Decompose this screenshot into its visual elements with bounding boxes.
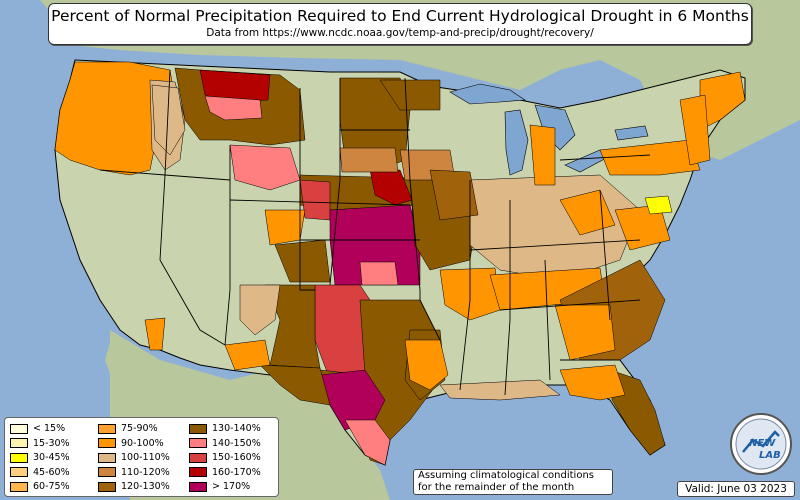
oklahoma-pink: [359, 261, 399, 286]
legend-label: 150-160%: [212, 452, 261, 463]
legend-swatch: [189, 452, 207, 463]
midwest-orange-1: [529, 124, 556, 186]
wyoming-pink: [229, 144, 301, 191]
arizona-orange: [224, 339, 271, 371]
colorado-orange: [264, 209, 306, 246]
state-borders: [99, 69, 651, 396]
california-orange: [144, 317, 166, 351]
virginia-orange: [614, 204, 671, 251]
legend-label: 30-45%: [33, 452, 70, 463]
legend-label: 90-100%: [121, 437, 164, 449]
louisiana-orange: [404, 339, 449, 391]
lake-ontario: [614, 125, 649, 141]
note-line-1: Assuming climatological conditions: [418, 470, 594, 481]
legend-item: 140-150%: [189, 437, 261, 450]
legend: < 15% 15-30% 30-45% 45-60% 60-75% 75-90% 90-10…: [4, 417, 279, 497]
legend-label: 15-30%: [33, 437, 70, 449]
legend-swatch: [189, 423, 207, 434]
newlab-logo: NEW LAB: [730, 413, 792, 475]
legend-item: > 170%: [189, 480, 250, 493]
legend-label: > 170%: [212, 481, 251, 492]
georgia-orange: [554, 304, 616, 361]
legend-swatch: [98, 467, 116, 477]
legend-label: 75-90%: [121, 423, 158, 434]
legend-label: 130-140%: [212, 423, 261, 434]
wisconsin-brown: [429, 169, 479, 221]
lake-superior: [449, 83, 526, 105]
legend-item: 90-100%: [98, 437, 164, 450]
newmexico-brown: [264, 284, 321, 369]
texas-south-pink: [344, 419, 391, 466]
legend-swatch: [98, 452, 116, 463]
legend-swatch: [10, 452, 28, 463]
arizona-tan: [239, 284, 281, 336]
legend-label: 160-170%: [212, 466, 261, 478]
legend-swatch: [189, 481, 207, 492]
legend-item: 150-160%: [189, 451, 261, 464]
map-subtitle: Data from https://www.ncdc.noaa.gov/temp…: [206, 27, 594, 39]
legend-swatch: [10, 481, 28, 492]
lake-michigan: [504, 109, 529, 176]
title-box: Percent of Normal Precipitation Required…: [48, 3, 752, 45]
montana-pink: [204, 95, 263, 121]
northeast-orange: [599, 139, 701, 176]
map-title: Percent of Normal Precipitation Required…: [51, 7, 749, 25]
maryland-yellow: [644, 195, 673, 215]
legend-label: 120-130%: [121, 481, 170, 492]
legend-swatch: [10, 423, 28, 434]
nyc-orange: [679, 94, 711, 166]
legend-swatch: [189, 467, 207, 477]
legend-item: 120-130%: [98, 480, 170, 493]
legend-swatch: [98, 423, 116, 434]
legend-label: 60-75%: [33, 481, 70, 492]
legend-swatch: [10, 467, 28, 477]
logo-text-top: NEW: [749, 438, 776, 449]
legend-item: < 15%: [10, 422, 65, 435]
drought-regions: [54, 61, 746, 466]
upper-mi-brown: [379, 79, 441, 111]
legend-swatch: [189, 438, 207, 448]
legend-item: 75-90%: [98, 422, 158, 435]
legend-item: 45-60%: [10, 466, 70, 479]
legend-item: 160-170%: [189, 466, 261, 479]
florida-orange: [559, 364, 626, 401]
legend-swatch: [98, 438, 116, 448]
legend-label: 45-60%: [33, 466, 70, 478]
legend-label: 110-120%: [121, 466, 170, 478]
legend-label: 100-110%: [121, 452, 170, 463]
legend-label: < 15%: [33, 423, 66, 434]
legend-label: 140-150%: [212, 437, 261, 449]
legend-item: 30-45%: [10, 451, 70, 464]
valid-date: Valid: June 03 2023: [677, 481, 795, 497]
legend-item: 15-30%: [10, 437, 70, 450]
legend-swatch: [10, 438, 28, 448]
logo-text-bottom: LAB: [759, 450, 781, 461]
assumption-note: Assuming climatological conditions for t…: [413, 469, 613, 495]
legend-item: 130-140%: [189, 422, 261, 435]
legend-swatch: [98, 481, 116, 492]
legend-item: 110-120%: [98, 466, 170, 479]
legend-item: 100-110%: [98, 451, 170, 464]
gulf-tan: [439, 379, 561, 401]
ut-tan: [151, 84, 186, 156]
nd-tan: [339, 147, 399, 173]
note-line-2: for the remainder of the month: [418, 482, 575, 493]
legend-item: 60-75%: [10, 480, 70, 493]
